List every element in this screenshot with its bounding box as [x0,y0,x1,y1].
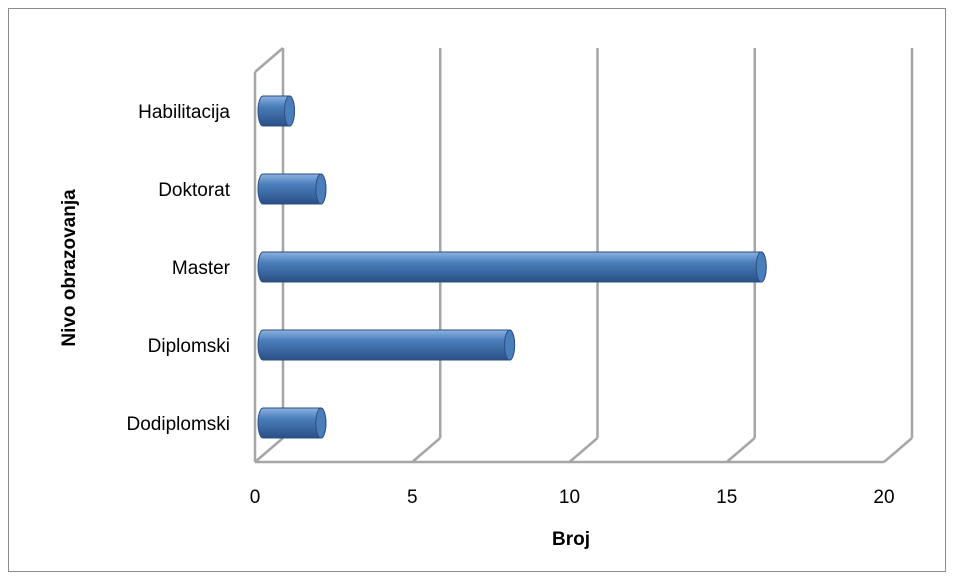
y-axis-title: Nivo obrazovanja [59,189,80,347]
x-tick-label: 10 [559,487,580,508]
category-label: Diplomski [148,336,230,357]
chart-frame [8,8,946,572]
category-labels: Dodiplomski Diplomski Master Doktorat Habili… [127,102,231,435]
x-tick-label: 5 [407,487,418,508]
bar-master [257,251,767,283]
x-axis-title: Broj [552,529,590,550]
x-tick-label: 0 [250,487,261,508]
bars [257,95,767,439]
gridline-20 [883,48,914,463]
category-label: Dodiplomski [127,414,230,435]
gridline-15 [725,48,756,463]
grid-lines [253,47,914,464]
bar-habilitacija [257,95,295,127]
bar-doktorat [257,173,327,205]
x-tick-labels: 0 5 10 15 20 [250,487,895,508]
gridline-10 [568,48,599,463]
gridline-5 [411,48,442,463]
category-label: Doktorat [158,180,231,201]
x-tick-label: 15 [716,487,737,508]
category-label: Habilitacija [138,102,230,123]
bar-diplomski [257,329,516,361]
category-label: Master [172,258,231,279]
x-tick-label: 20 [873,487,894,508]
bar-dodiplomski [257,407,327,439]
